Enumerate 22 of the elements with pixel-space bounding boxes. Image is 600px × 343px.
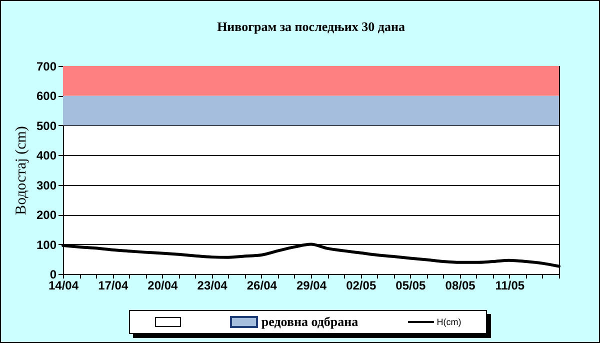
y-tick-label: 600: [36, 89, 57, 104]
y-axis-title: Водостај (cm): [13, 126, 30, 215]
y-tick-label: 500: [36, 118, 57, 133]
x-tick-label: 11/05: [495, 278, 525, 292]
y-tick-label: 400: [36, 148, 57, 163]
x-tick-label: 20/04: [148, 278, 178, 292]
chart-title: Нивограм за последњих 30 дана: [217, 19, 406, 34]
x-tick-label: 05/05: [396, 278, 426, 292]
legend-label: редовна одбрана: [261, 314, 358, 330]
x-tick-label: 23/04: [197, 278, 228, 292]
y-tick-label: 200: [36, 208, 57, 222]
y-tick-label: 0: [50, 268, 57, 282]
y-tick-label: 300: [36, 178, 57, 192]
x-tick-label: 14/04: [48, 278, 79, 292]
legend-label: H(cm): [436, 317, 462, 327]
x-tick-label: 02/05: [346, 278, 376, 292]
x-tick-label: 29/04: [296, 278, 327, 292]
x-tick-label: 08/05: [445, 278, 476, 292]
x-tick-label: 17/04: [98, 278, 128, 292]
y-tick-label: 100: [36, 238, 57, 252]
y-tick-label: 700: [36, 60, 57, 74]
x-tick-label: 26/04: [246, 278, 278, 292]
